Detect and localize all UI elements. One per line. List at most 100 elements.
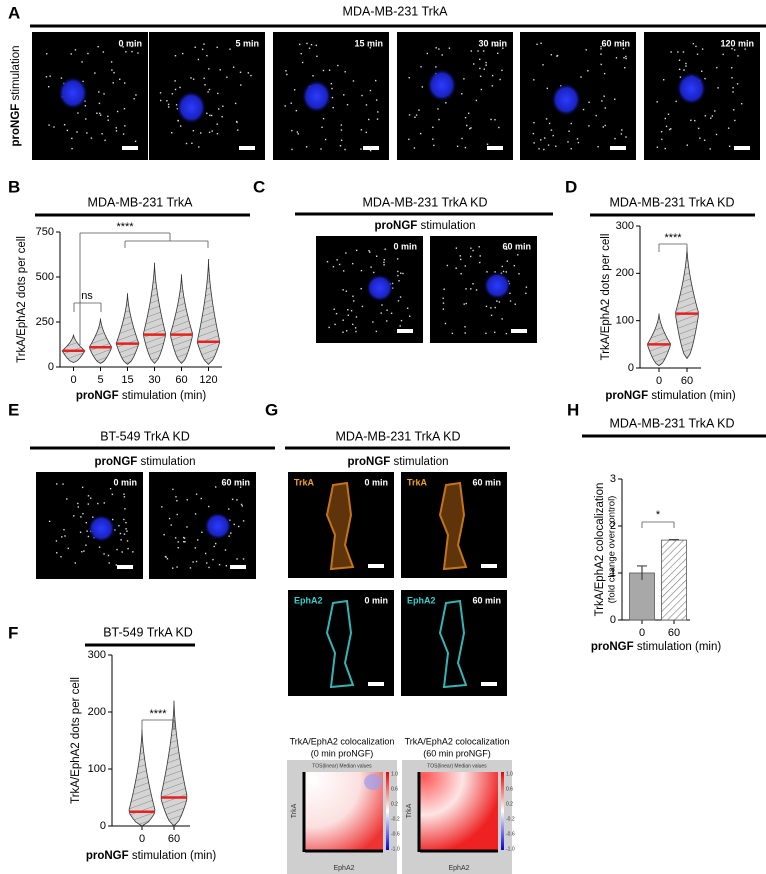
puncta — [479, 75, 482, 78]
puncta — [125, 528, 127, 530]
channel-label: TrkA — [294, 477, 315, 487]
puncta — [331, 96, 334, 99]
puncta — [685, 65, 687, 67]
puncta — [744, 48, 746, 50]
puncta — [53, 126, 55, 128]
puncta — [369, 251, 371, 253]
puncta — [370, 266, 372, 268]
panel-title: BT-549 TrkA KD — [100, 429, 190, 443]
puncta — [216, 132, 219, 135]
heatmap-subcaption: (0 min proNGF) — [311, 748, 374, 758]
puncta — [336, 259, 338, 261]
y-tick-label: 300 — [88, 649, 106, 661]
puncta — [342, 331, 344, 333]
puncta — [123, 518, 125, 521]
panel-title: MDA-MB-231 TrkA — [343, 4, 449, 18]
puncta — [435, 47, 437, 49]
puncta — [237, 129, 239, 131]
puncta — [421, 86, 424, 88]
puncta — [84, 105, 87, 107]
nucleus — [426, 68, 457, 102]
puncta — [342, 289, 344, 291]
puncta — [600, 63, 602, 66]
scale-bar — [368, 682, 384, 686]
stimulation-label-rest: stimulation — [421, 220, 476, 232]
x-axis-label: proNGF stimulation (min) — [86, 850, 217, 862]
puncta — [81, 61, 83, 63]
significance-label: **** — [149, 708, 167, 720]
puncta — [284, 105, 286, 107]
puncta — [234, 102, 237, 105]
puncta — [732, 91, 734, 93]
time-label: 5 min — [235, 38, 259, 48]
violin — [196, 258, 221, 365]
puncta — [490, 118, 492, 121]
puncta — [242, 520, 245, 522]
puncta — [308, 47, 311, 49]
puncta — [464, 332, 466, 334]
colorbar-tick: -0.2 — [391, 816, 400, 822]
puncta — [347, 314, 350, 317]
puncta — [222, 105, 224, 107]
x-tick-label: 0 — [70, 374, 76, 386]
colorbar — [386, 772, 389, 850]
puncta — [344, 71, 346, 73]
puncta — [731, 47, 733, 50]
panel-letter: A — [8, 3, 20, 22]
scale-bar — [368, 564, 384, 568]
puncta — [369, 47, 372, 49]
puncta — [506, 248, 508, 250]
heatmap-caption: TrkA/EphA2 colocalization — [290, 736, 395, 746]
puncta — [296, 131, 299, 133]
puncta — [497, 52, 499, 55]
puncta — [342, 270, 345, 272]
puncta — [174, 55, 177, 57]
heatmap-ylabel: TrkA — [291, 803, 298, 818]
puncta — [184, 541, 186, 543]
puncta — [420, 66, 422, 68]
puncta — [206, 562, 208, 564]
time-label: 0 min — [118, 38, 142, 48]
puncta — [697, 127, 700, 130]
puncta — [498, 126, 500, 129]
puncta — [109, 487, 112, 490]
puncta — [126, 530, 128, 532]
puncta — [733, 109, 735, 111]
y-tick-label: 300 — [616, 220, 634, 232]
puncta — [352, 323, 354, 326]
puncta — [330, 82, 333, 85]
puncta — [124, 508, 126, 510]
puncta — [326, 260, 329, 263]
puncta — [125, 51, 127, 53]
puncta — [485, 64, 487, 66]
puncta — [197, 539, 199, 541]
puncta — [182, 536, 185, 539]
heatmap-caption: TrkA/EphA2 colocalization — [405, 736, 510, 746]
puncta — [479, 255, 481, 257]
puncta — [194, 513, 197, 515]
scale-bar — [117, 565, 133, 569]
x-tick-label: 120 — [199, 374, 217, 386]
puncta — [570, 122, 572, 125]
puncta — [216, 123, 218, 125]
puncta — [63, 528, 65, 531]
puncta — [124, 125, 126, 127]
puncta — [475, 289, 478, 291]
puncta — [667, 113, 670, 115]
puncta — [386, 320, 388, 322]
puncta — [342, 319, 344, 321]
puncta — [381, 304, 383, 306]
puncta — [241, 505, 243, 507]
puncta — [352, 295, 354, 297]
puncta — [194, 46, 196, 48]
x-tick-label: 60 — [175, 374, 187, 386]
x-axis-label-bold: proNGF — [591, 641, 634, 653]
puncta — [107, 119, 109, 121]
puncta — [383, 259, 385, 261]
puncta — [163, 533, 165, 536]
x-axis-label-rest: stimulation (min) — [122, 390, 207, 402]
scale-bar — [481, 682, 497, 686]
puncta — [310, 43, 313, 46]
y-tick-label: 1 — [610, 567, 616, 579]
puncta — [122, 46, 124, 48]
